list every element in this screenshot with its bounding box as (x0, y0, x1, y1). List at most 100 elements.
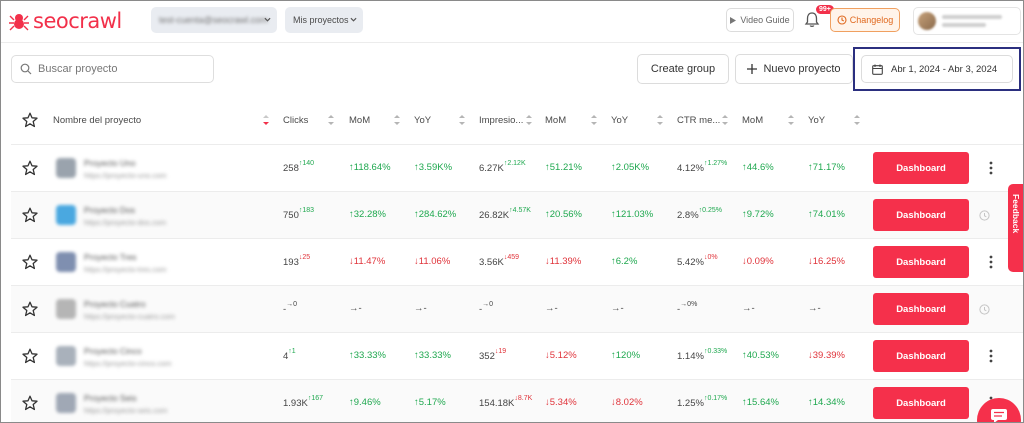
ctr-cell: 5.42%↓0% (677, 254, 718, 268)
chevron-down-icon (350, 17, 357, 22)
account-select-value: test-cuenta@seocrawl.com (159, 15, 268, 25)
bell-icon[interactable] (802, 10, 822, 30)
sort-icon[interactable] (591, 114, 597, 126)
clicks-cell-value: 193 (283, 257, 299, 269)
col-clicks[interactable]: Clicks (283, 115, 309, 126)
sort-icon[interactable] (526, 114, 532, 126)
account-select[interactable]: test-cuenta@seocrawl.com (151, 7, 277, 33)
impressions-cell-delta: ↓459 (503, 254, 520, 261)
col-ctr-yoy[interactable]: YoY (808, 115, 826, 126)
sort-icon[interactable] (459, 114, 465, 126)
impressions-mom-cell: ↓5.34% (545, 397, 577, 408)
search-input[interactable] (38, 63, 208, 75)
sort-active-icon[interactable] (263, 114, 269, 126)
clicks-cell-delta: ↑167 (307, 395, 324, 402)
dashboard-button[interactable]: Dashboard (873, 152, 969, 184)
impressions-cell-value: 3.56K (479, 257, 504, 269)
clicks-cell-value: 750 (283, 210, 299, 222)
logo[interactable]: seocrawl (9, 9, 122, 33)
col-impressions-mom[interactable]: MoM (545, 115, 567, 126)
star-icon[interactable] (22, 301, 38, 317)
user-menu[interactable] (913, 7, 1021, 35)
col-clicks-mom[interactable]: MoM (349, 115, 371, 126)
date-range-button[interactable]: Abr 1, 2024 - Abr 3, 2024 (861, 55, 1013, 83)
dashboard-button[interactable]: Dashboard (873, 387, 969, 419)
create-group-button[interactable]: Create group (637, 54, 729, 84)
impressions-mom-cell: ↑20.56% (545, 209, 582, 220)
col-project-name[interactable]: Nombre del proyecto (53, 115, 142, 126)
chat-icon (991, 409, 1007, 422)
col-clicks-yoy[interactable]: YoY (414, 115, 432, 126)
project-logo (56, 252, 76, 272)
more-options-icon[interactable] (986, 348, 996, 364)
table-row[interactable]: Proyecto Uno https://proyecto-uno.com 258↑… (11, 145, 1023, 192)
clicks-yoy-cell: ↑5.17% (414, 397, 446, 408)
sort-icon[interactable] (722, 114, 728, 126)
search-box[interactable] (11, 55, 214, 83)
table-row[interactable]: Proyecto Seis https://proyecto-seis.com 1.… (11, 380, 1023, 422)
star-icon[interactable] (22, 348, 38, 364)
project-name[interactable]: Proyecto Cinco (84, 346, 142, 356)
ctr-cell-value: 4.12% (677, 163, 704, 175)
table-row[interactable]: Proyecto Cuatro https://proyecto-cuatro.c… (11, 286, 1023, 333)
changelog-button[interactable]: Changelog (830, 8, 900, 32)
dashboard-button[interactable]: Dashboard (873, 293, 969, 325)
history-icon (837, 15, 847, 25)
new-project-button[interactable]: Nuevo proyecto (735, 54, 853, 84)
star-icon[interactable] (22, 395, 38, 411)
table-row[interactable]: Proyecto Cinco https://proyecto-cinco.com… (11, 333, 1023, 380)
create-group-label: Create group (650, 63, 716, 75)
impressions-cell: 3.56K↓459 (479, 254, 520, 269)
ctr-yoy-cell: →- (808, 303, 821, 314)
ctr-cell-delta: ↓0% (703, 254, 718, 261)
sort-icon[interactable] (657, 114, 663, 126)
impressions-cell-delta: →0 (482, 301, 494, 308)
impressions-cell: 6.27K↑2.12K (479, 160, 526, 174)
sort-icon[interactable] (328, 114, 334, 126)
impressions-yoy-cell: ↓8.02% (611, 397, 643, 408)
star-icon[interactable] (22, 112, 38, 128)
project-name[interactable]: Proyecto Cuatro (84, 299, 146, 309)
col-impressions-yoy[interactable]: YoY (611, 115, 629, 126)
clicks-cell-delta: ↓25 (298, 254, 311, 261)
table-row[interactable]: Proyecto Tres https://proyecto-tres.com 19… (11, 239, 1023, 286)
star-icon[interactable] (22, 207, 38, 223)
table-row[interactable]: Proyecto Dos https://proyecto-dos.com 750↑… (11, 192, 1023, 239)
clicks-yoy-cell: ↑33.33% (414, 350, 451, 361)
sort-icon[interactable] (854, 114, 860, 126)
clicks-cell-value: 4 (283, 351, 289, 363)
project-name[interactable]: Proyecto Seis (84, 393, 137, 403)
video-guide-button[interactable]: Video Guide (726, 8, 794, 32)
ctr-cell: -→0% (677, 301, 697, 315)
clicks-cell: 750↑183 (283, 207, 314, 222)
project-name[interactable]: Proyecto Tres (84, 252, 137, 262)
ctr-cell-delta: ↑0.17% (703, 395, 728, 402)
star-icon[interactable] (22, 160, 38, 176)
impressions-cell: 26.82K↑4.57K (479, 207, 531, 221)
clicks-mom-cell: ↓11.47% (349, 256, 386, 267)
dashboard-button[interactable]: Dashboard (873, 199, 969, 231)
dashboard-button[interactable]: Dashboard (873, 246, 969, 278)
clicks-cell: 193↓25 (283, 254, 311, 269)
ctr-mom-cell: →- (742, 303, 755, 314)
project-name[interactable]: Proyecto Uno (84, 158, 136, 168)
star-icon[interactable] (22, 254, 38, 270)
project-url: https://proyecto-uno.com (84, 171, 167, 180)
col-ctr[interactable]: CTR me... (677, 115, 721, 126)
more-options-icon[interactable] (986, 160, 996, 176)
sort-icon[interactable] (788, 114, 794, 126)
impressions-yoy-cell: ↑6.2% (611, 256, 638, 267)
col-ctr-mom[interactable]: MoM (742, 115, 764, 126)
impressions-cell-delta: ↑4.57K (509, 207, 531, 214)
feedback-tab[interactable]: Feedback (1008, 184, 1023, 272)
projects-select[interactable]: Mis proyectos (285, 7, 363, 33)
changelog-label: Changelog (849, 15, 894, 25)
more-options-icon[interactable] (986, 254, 996, 270)
sort-icon[interactable] (394, 114, 400, 126)
impressions-cell-delta: ↓19 (494, 348, 507, 355)
col-impressions[interactable]: Impresio... (479, 115, 524, 126)
impressions-cell-delta: ↓8.7K (514, 395, 533, 402)
project-name[interactable]: Proyecto Dos (84, 205, 136, 215)
dashboard-button[interactable]: Dashboard (873, 340, 969, 372)
